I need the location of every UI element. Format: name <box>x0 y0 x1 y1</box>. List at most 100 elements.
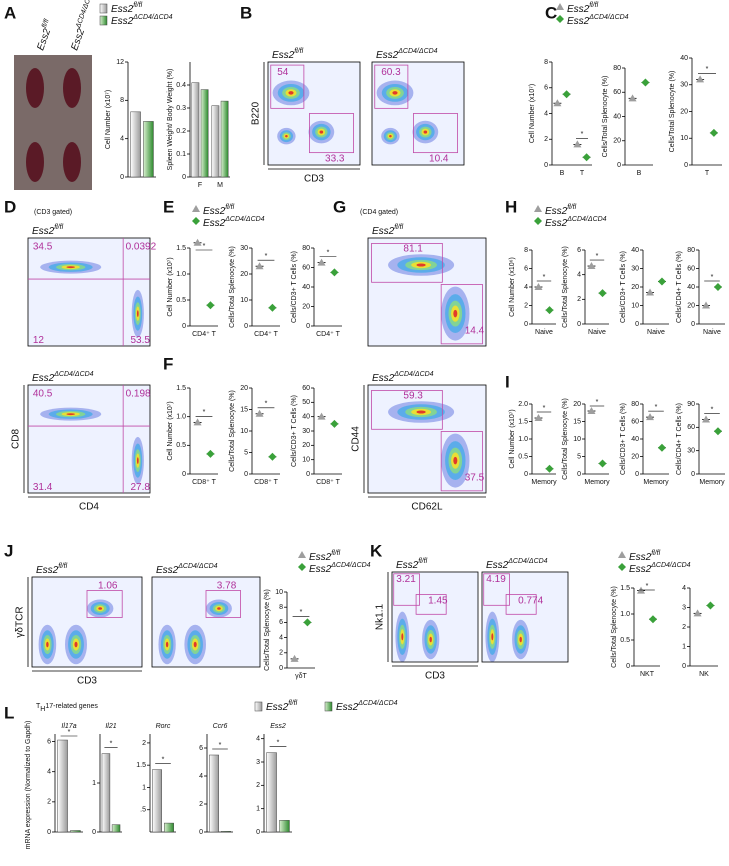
significance: * <box>711 274 714 281</box>
y-tick-label: 20 <box>680 108 688 115</box>
gate-percent: 37.5 <box>465 473 485 484</box>
significance: * <box>596 253 599 260</box>
y-tick-label: 0.5 <box>176 297 186 304</box>
spleen <box>26 142 44 182</box>
genotype-label: Ess2ΔCD4/ΔCD4 <box>68 0 101 52</box>
y-tick-label: 2 <box>577 296 581 303</box>
significance: * <box>203 243 206 250</box>
y-tick-label: 3 <box>682 604 686 611</box>
y-tick-label: 20 <box>631 453 639 460</box>
diamond-marker <box>618 563 626 571</box>
category-label: CD8⁺ T <box>192 479 217 486</box>
category-label: CD4⁺ T <box>316 331 341 338</box>
y-tick-label: 8 <box>544 59 548 66</box>
category-label: CD4⁺ T <box>192 331 217 338</box>
category-label: Naive <box>588 329 606 336</box>
genotype-label: Ess2fl/fl <box>272 48 304 60</box>
diamond-marker <box>562 90 571 99</box>
bar <box>221 831 231 833</box>
category-label: T <box>705 170 710 177</box>
gate-percent: 40.5 <box>33 388 53 399</box>
genotype-sup: fl/fl <box>651 550 660 557</box>
gate-percent: 14.4 <box>465 326 485 337</box>
y-tick-label: 6 <box>47 738 51 745</box>
gene: Ess2 <box>272 50 295 61</box>
panel-label: D <box>4 197 16 216</box>
gate-percent: 10.4 <box>429 153 449 164</box>
significance: * <box>706 66 709 73</box>
category-label: NKT <box>640 671 655 678</box>
gene: Ess2 <box>545 218 568 229</box>
gene: Ess2 <box>567 4 590 15</box>
gate-percent: 12 <box>33 335 45 346</box>
triangle-marker <box>702 415 711 423</box>
bar <box>57 739 68 833</box>
y-tick-label: 0 <box>306 471 310 478</box>
y-tick-label: 4 <box>524 284 528 291</box>
gene: Ess2 <box>203 218 226 229</box>
significance: * <box>581 131 584 138</box>
y-tick-label: 30 <box>240 245 248 252</box>
diamond-marker <box>192 217 200 225</box>
genotype-sup: ΔCD4/ΔCD4 <box>224 216 264 223</box>
flow-frame <box>367 384 487 494</box>
flow-x-label: CD62L <box>411 502 443 513</box>
genotype-sup: fl/fl <box>589 2 598 9</box>
triangle-marker <box>696 75 705 83</box>
triangle-marker <box>587 262 596 270</box>
gene: Ess2 <box>156 565 179 576</box>
heading-sub: H <box>40 706 45 713</box>
y-tick-label: 80 <box>631 401 639 408</box>
gene: Ess2 <box>203 206 226 217</box>
y-tick-label: 80 <box>687 247 695 254</box>
y-tick-label: 0 <box>691 471 695 478</box>
gene: Ess2 <box>35 27 53 52</box>
y-tick-label: 0 <box>120 174 124 181</box>
triangle-marker <box>192 205 200 212</box>
y-axis-label: Cell Number (x10⁷) <box>167 401 174 460</box>
significance: * <box>265 253 268 260</box>
panel-label: B <box>240 3 252 22</box>
flow-frame <box>371 61 465 166</box>
y-axis-label: Cells/Total Splenocyte (%) <box>229 246 236 328</box>
diamond-marker <box>206 449 215 458</box>
y-tick-label: 40 <box>631 247 639 254</box>
diamond-marker <box>648 615 657 624</box>
category-label: Memory <box>584 479 610 486</box>
y-axis-label: Cells/Total Splenocyte (%) <box>602 76 609 158</box>
diamond-marker <box>330 419 339 428</box>
diamond-marker <box>582 153 591 162</box>
gate-percent: 3.78 <box>217 581 237 592</box>
category-label: F <box>198 182 202 189</box>
category-label: NK <box>699 671 709 678</box>
y-axis-label: Cells/CD3+ T Cells (%) <box>291 395 298 467</box>
flow-y-label: Nk1.1 <box>375 604 386 631</box>
gate-percent: 60.3 <box>381 67 401 78</box>
gate <box>308 113 354 154</box>
category-label: T <box>580 170 585 177</box>
y-tick-label: 6 <box>544 85 548 92</box>
genotype-label: Ess2fl/fl <box>36 563 68 575</box>
category-label: CD8⁺ T <box>254 479 279 486</box>
significance: * <box>646 583 649 590</box>
gene: Ess2 <box>266 702 289 713</box>
y-tick-label: 15 <box>573 418 581 425</box>
y-tick-label: 0 <box>684 162 688 169</box>
gene: Ess2 <box>372 226 395 237</box>
significance: * <box>265 401 268 408</box>
genotype-label: Ess2fl/fl <box>32 224 64 236</box>
triangle-marker <box>587 407 596 414</box>
y-tick-label: 2 <box>142 740 146 747</box>
gate-percent: 27.8 <box>130 482 150 493</box>
genotype-sup: fl/fl <box>41 18 51 29</box>
genotype-sup: fl/fl <box>133 2 142 9</box>
y-tick-label: 15 <box>240 406 248 413</box>
density-blob <box>491 633 494 641</box>
diamond-marker <box>298 563 306 571</box>
bar <box>266 752 277 833</box>
flow-x-label: CD3 <box>425 671 445 682</box>
gene: Ess2 <box>111 16 134 27</box>
y-tick-label: 20 <box>302 303 310 310</box>
gate <box>412 113 458 154</box>
